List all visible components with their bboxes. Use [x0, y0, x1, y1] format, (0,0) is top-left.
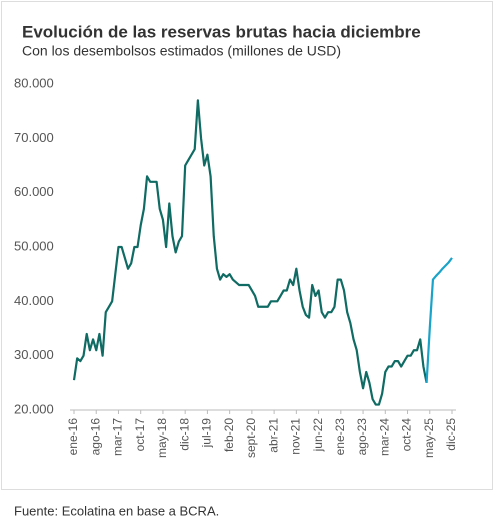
x-tick-label: may-25: [422, 418, 436, 458]
y-tick-label: 80.000: [14, 75, 54, 90]
x-tick-label: dic-25: [444, 418, 458, 451]
x-tick-label: jun-22: [311, 418, 325, 453]
chart-title: Evolución de las reservas brutas hacia d…: [22, 22, 421, 41]
chart-subtitle: Con los desembolsos estimados (millones …: [22, 43, 341, 59]
series-line: [425, 257, 453, 383]
y-tick-label: 20.000: [14, 401, 54, 416]
x-tick-label: oct-24: [400, 418, 414, 452]
series-line: [72, 99, 428, 406]
x-tick-label: mar-17: [111, 418, 125, 456]
x-tick-label: nov-21: [289, 418, 303, 455]
x-tick-label: abr-21: [266, 418, 280, 453]
source-note: Fuente: Ecolatina en base a BCRA.: [14, 503, 219, 518]
y-tick-label: 30.000: [14, 347, 54, 362]
x-tick-label: mar-24: [377, 418, 391, 456]
y-tick-label: 40.000: [14, 293, 54, 308]
x-tick-label: oct-17: [133, 418, 147, 452]
x-tick-label: jul-19: [200, 418, 214, 449]
x-tick-label: ene-23: [333, 418, 347, 456]
x-tick-label: feb-20: [222, 418, 236, 452]
x-tick-label: sept-20: [244, 418, 258, 458]
x-tick-label: ene-16: [66, 418, 80, 456]
y-tick-label: 70.000: [14, 130, 54, 145]
x-tick-label: ago-23: [355, 418, 369, 456]
y-tick-label: 50.000: [14, 238, 54, 253]
x-tick-label: dic-18: [177, 418, 191, 451]
y-tick-label: 60.000: [14, 184, 54, 199]
panel: [1, 1, 493, 490]
x-tick-label: ago-16: [88, 418, 102, 456]
x-tick-label: may-18: [155, 418, 169, 458]
